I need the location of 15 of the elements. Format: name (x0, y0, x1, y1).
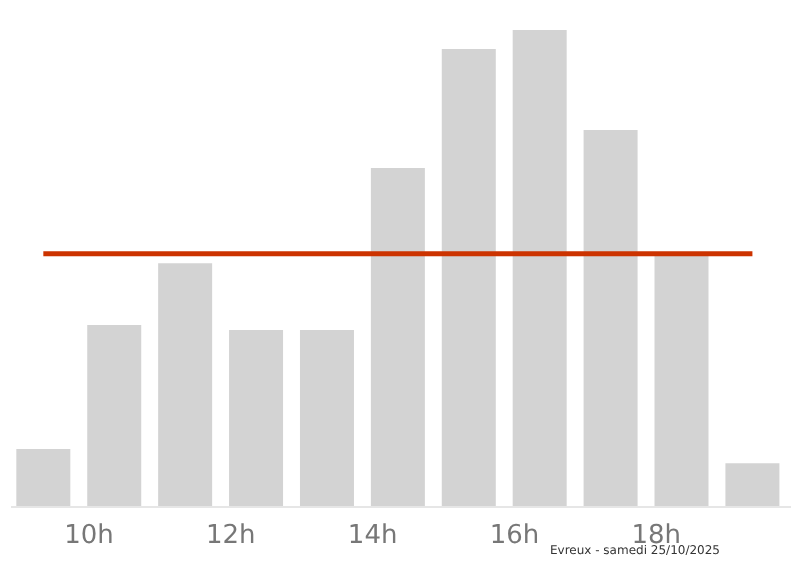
bar (158, 263, 213, 506)
bar (229, 329, 284, 506)
bar (512, 30, 567, 506)
bar (441, 49, 496, 506)
x-tick-label: 16h (489, 521, 540, 551)
bar (87, 325, 142, 506)
x-tick-label: 10h (64, 521, 114, 551)
bar (299, 329, 354, 506)
bar (370, 168, 425, 506)
x-tick-label: 12h (206, 521, 256, 551)
x-tick-label: 14h (347, 521, 398, 551)
bar (654, 253, 709, 506)
bar (725, 463, 780, 506)
bar (16, 448, 71, 506)
bar (583, 129, 638, 506)
